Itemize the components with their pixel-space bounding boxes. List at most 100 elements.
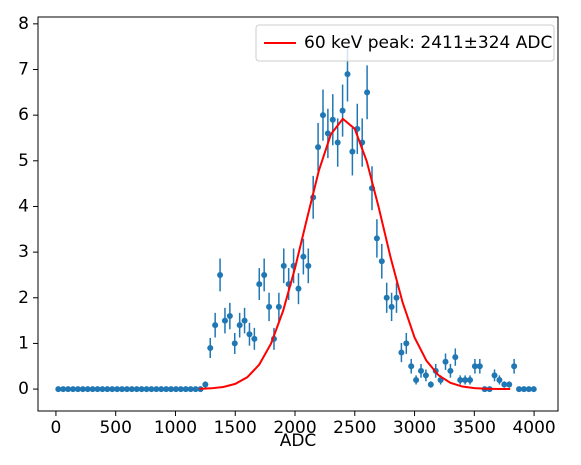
data-point <box>408 363 415 370</box>
x-axis-label: ADC <box>280 431 317 451</box>
data-point <box>148 386 155 393</box>
data-point <box>163 386 170 393</box>
x-tick-label: 2000 <box>273 418 316 438</box>
y-tick-label: 0 <box>18 379 29 399</box>
x-tick-label: 4000 <box>512 418 555 438</box>
plot-frame <box>37 16 559 412</box>
data-point <box>177 386 184 393</box>
data-point <box>462 376 469 383</box>
data-point <box>143 386 150 393</box>
y-tick-label: 1 <box>18 333 29 353</box>
data-point <box>300 253 307 260</box>
data-point <box>339 107 346 114</box>
data-point <box>383 294 390 301</box>
data-point <box>501 381 508 388</box>
data-point <box>89 386 96 393</box>
data-point <box>202 381 209 388</box>
data-point <box>256 281 263 288</box>
data-point <box>364 89 371 96</box>
data-point <box>305 262 312 269</box>
data-point <box>476 363 483 370</box>
data-point <box>104 386 111 393</box>
data-point <box>334 139 341 146</box>
data-point <box>236 322 243 329</box>
data-point <box>373 235 380 242</box>
data-point <box>128 386 135 393</box>
data-point <box>418 367 425 374</box>
data-point <box>133 386 140 393</box>
x-tick-label: 1500 <box>214 418 257 438</box>
data-point <box>241 317 248 324</box>
data-point <box>525 386 532 393</box>
data-point <box>221 317 228 324</box>
data-point <box>324 130 331 137</box>
data-point <box>530 386 537 393</box>
data-point <box>447 367 454 374</box>
data-point <box>422 372 429 379</box>
data-point <box>74 386 81 393</box>
data-point <box>506 381 513 388</box>
y-tick-label: 7 <box>18 60 29 80</box>
data-point <box>138 386 145 393</box>
data-point <box>70 386 77 393</box>
data-point <box>192 386 199 393</box>
data-point <box>65 386 72 393</box>
y-tick-label: 8 <box>18 14 29 34</box>
data-point <box>442 358 449 365</box>
data-point <box>246 331 253 338</box>
data-point <box>329 116 336 123</box>
data-point <box>471 363 478 370</box>
data-point <box>452 354 459 361</box>
data-point <box>187 386 194 393</box>
data-point <box>516 386 523 393</box>
data-point <box>413 376 420 383</box>
y-tick-label: 5 <box>18 151 29 171</box>
data-point <box>275 303 282 310</box>
data-point <box>84 386 91 393</box>
data-point <box>79 386 86 393</box>
y-tick-label: 3 <box>18 242 29 262</box>
data-point <box>511 363 518 370</box>
x-tick-label: 500 <box>99 418 131 438</box>
data-point <box>212 322 219 329</box>
data-point <box>393 294 400 301</box>
data-point <box>153 386 160 393</box>
data-point <box>491 372 498 379</box>
data-point <box>319 112 326 119</box>
data-point <box>207 344 214 351</box>
data-point <box>427 381 434 388</box>
data-point <box>94 386 101 393</box>
data-point <box>520 386 527 393</box>
data-point <box>266 303 273 310</box>
y-tick-label: 2 <box>18 288 29 308</box>
data-point <box>99 386 106 393</box>
data-point <box>251 335 258 342</box>
data-point <box>403 340 410 347</box>
data-point <box>109 386 116 393</box>
data-point <box>496 376 503 383</box>
data-point <box>349 148 356 155</box>
data-point <box>168 386 175 393</box>
legend-box <box>255 24 555 62</box>
data-point <box>231 340 238 347</box>
data-point <box>295 285 302 292</box>
data-point <box>280 262 287 269</box>
data-point <box>119 386 126 393</box>
fit-line <box>199 117 511 391</box>
data-point <box>398 349 405 356</box>
data-point <box>158 386 165 393</box>
x-tick-label: 1000 <box>154 418 197 438</box>
legend-label: 60 keV peak: 2411±324 ADC <box>304 33 552 53</box>
data-point <box>217 271 224 278</box>
data-point <box>467 376 474 383</box>
data-point <box>388 303 395 310</box>
data-point <box>344 71 351 78</box>
x-tick-label: 3000 <box>393 418 436 438</box>
data-point <box>182 386 189 393</box>
data-point <box>261 271 268 278</box>
data-point <box>378 258 385 265</box>
data-point <box>315 144 322 151</box>
x-tick-label: 2500 <box>333 418 376 438</box>
data-point <box>55 386 62 393</box>
